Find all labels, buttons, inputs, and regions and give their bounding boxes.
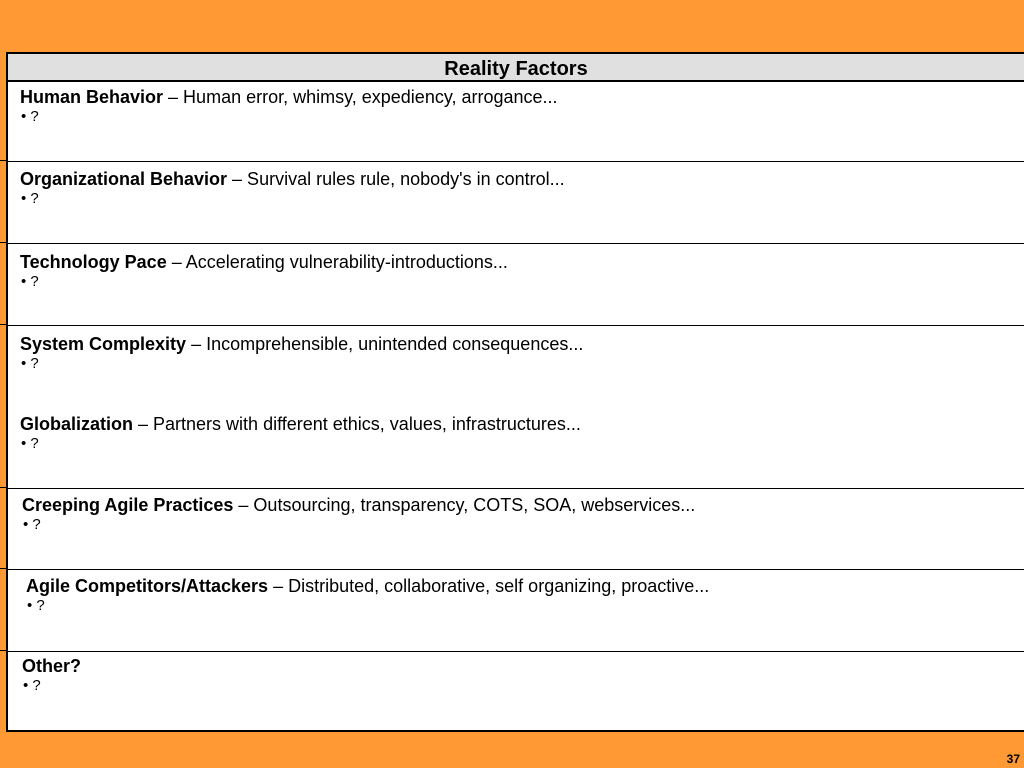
table-row: Other? • ? bbox=[8, 652, 1024, 730]
bullet-item: • ? bbox=[21, 273, 39, 290]
row-divider-tick bbox=[0, 568, 6, 569]
page-number: 37 bbox=[1006, 752, 1020, 766]
factor-description: – Outsourcing, transparency, COTS, SOA, … bbox=[233, 495, 696, 515]
list-item: Globalization – Partners with different … bbox=[20, 414, 581, 454]
list-item: Organizational Behavior – Survival rules… bbox=[20, 169, 565, 209]
list-item: Human Behavior – Human error, whimsy, ex… bbox=[20, 87, 558, 127]
row-divider-tick bbox=[0, 324, 6, 325]
factor-description: – Partners with different ethics, values… bbox=[133, 414, 581, 434]
list-item: Other? • ? bbox=[22, 656, 81, 696]
factor-term: Human Behavior bbox=[20, 87, 164, 107]
factor-term: Other? bbox=[22, 656, 82, 676]
table-row: Technology Pace – Accelerating vulnerabi… bbox=[8, 244, 1024, 326]
row-divider-tick bbox=[0, 487, 6, 488]
bullet-item: • ? bbox=[27, 597, 45, 614]
row-divider-tick bbox=[0, 160, 6, 161]
factor-term: Technology Pace bbox=[20, 252, 167, 272]
list-item: System Complexity – Incomprehensible, un… bbox=[20, 334, 583, 374]
row-divider-tick bbox=[0, 650, 6, 651]
bullet-item: • ? bbox=[21, 190, 39, 207]
table-row: Organizational Behavior – Survival rules… bbox=[8, 162, 1024, 244]
factor-term: Organizational Behavior bbox=[20, 169, 228, 189]
factor-term: Globalization bbox=[20, 414, 134, 434]
factor-description: – Human error, whimsy, expediency, arrog… bbox=[163, 87, 558, 107]
bullet-item: • ? bbox=[21, 435, 39, 452]
factor-description: – Accelerating vulnerability-introductio… bbox=[166, 252, 508, 272]
factor-term: Creeping Agile Practices bbox=[22, 495, 234, 515]
list-item: Creeping Agile Practices – Outsourcing, … bbox=[22, 495, 695, 535]
factor-description: – Incomprehensible, unintended consequen… bbox=[186, 334, 584, 354]
bullet-item: • ? bbox=[23, 677, 41, 694]
factor-term: System Complexity bbox=[20, 334, 187, 354]
factor-description: – Survival rules rule, nobody's in contr… bbox=[227, 169, 565, 189]
bullet-item: • ? bbox=[23, 516, 41, 533]
bullet-item: • ? bbox=[21, 355, 39, 372]
table-title: Reality Factors bbox=[8, 54, 1024, 82]
reality-factors-table: Reality Factors Human Behavior – Human e… bbox=[6, 52, 1024, 732]
bullet-item: • ? bbox=[21, 108, 39, 125]
table-row: Human Behavior – Human error, whimsy, ex… bbox=[8, 80, 1024, 162]
factor-description: – Distributed, collaborative, self organ… bbox=[268, 576, 710, 596]
row-divider-tick bbox=[0, 242, 6, 243]
table-row: System Complexity – Incomprehensible, un… bbox=[8, 326, 1024, 489]
list-item: Technology Pace – Accelerating vulnerabi… bbox=[20, 252, 508, 292]
table-row: Agile Competitors/Attackers – Distribute… bbox=[8, 570, 1024, 652]
factor-term: Agile Competitors/Attackers bbox=[26, 576, 269, 596]
list-item: Agile Competitors/Attackers – Distribute… bbox=[26, 576, 709, 616]
table-row: Creeping Agile Practices – Outsourcing, … bbox=[8, 489, 1024, 570]
